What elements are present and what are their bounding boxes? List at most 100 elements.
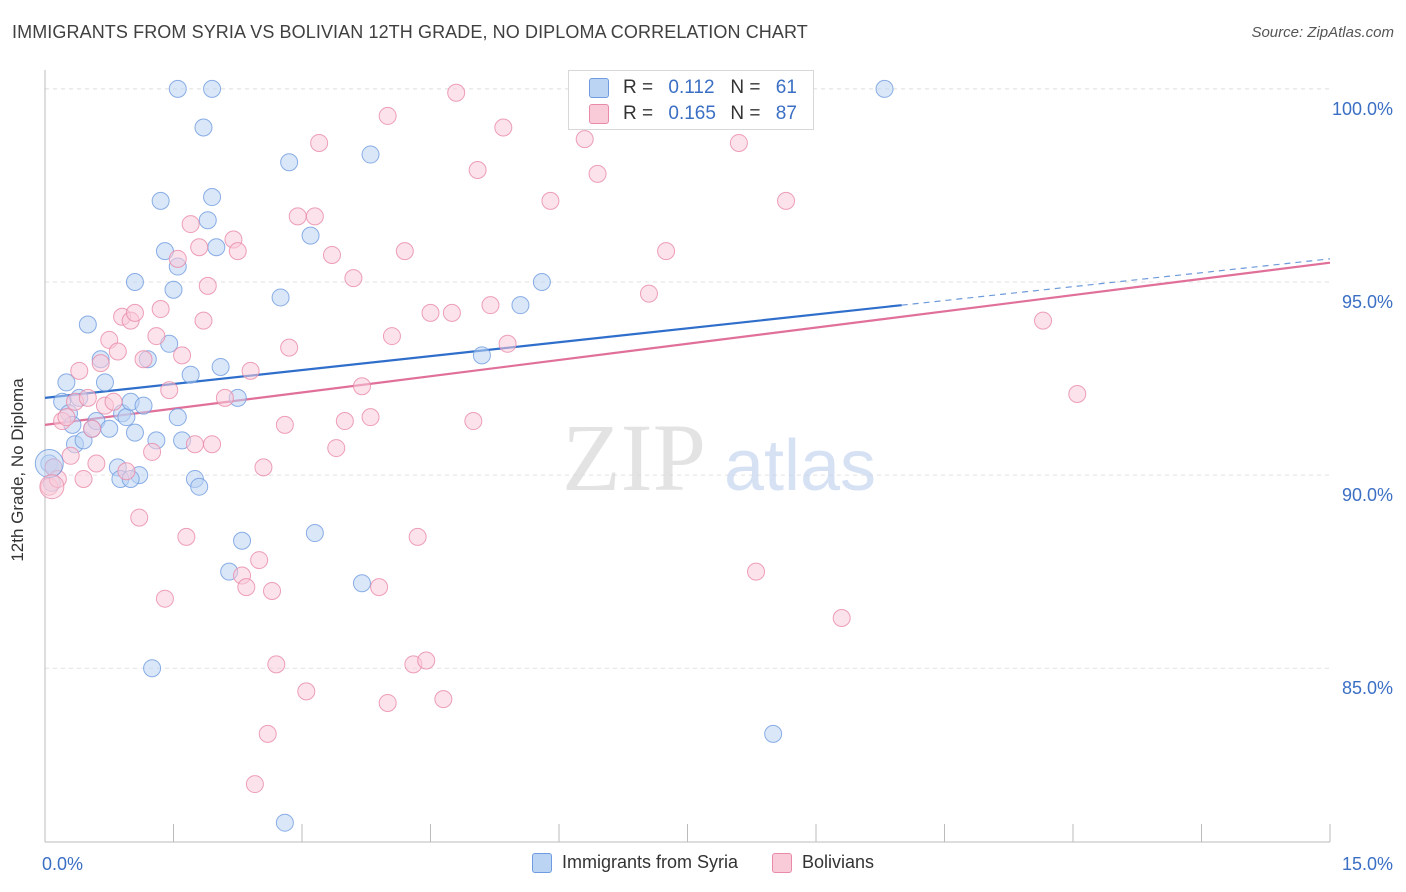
bolivian-point [352, 377, 371, 396]
watermark-atlas: atlas [724, 426, 876, 506]
legend-n-value: 87 [775, 103, 797, 124]
x-tick-label: 15.0% [1342, 854, 1393, 874]
legend-r-value: 0.165 [668, 103, 716, 124]
syria-point [203, 79, 222, 98]
bolivian-point [588, 164, 607, 183]
bolivian-point [297, 682, 316, 701]
bolivian-point [87, 454, 106, 473]
syria-point [275, 813, 294, 832]
syria-point [100, 419, 119, 438]
bolivian-point [305, 207, 324, 226]
bolivian-point [57, 408, 76, 427]
syria-point [203, 188, 222, 207]
legend-item-bolivians[interactable]: Bolivians [771, 852, 875, 873]
bolivian-point [327, 439, 346, 458]
bolivian-point [382, 327, 401, 346]
watermark: ZIP atlas [562, 404, 876, 511]
bolivian-point [143, 442, 162, 461]
bolivian-point [575, 130, 594, 149]
bolivian-point [1068, 385, 1087, 403]
y-tick-label: 90.0% [1342, 485, 1393, 505]
syria-point-large [34, 449, 64, 479]
bolivian-point [447, 83, 466, 102]
syria-point [511, 296, 530, 315]
legend-n-label: N = [730, 77, 761, 98]
bolivian-point [370, 578, 389, 597]
bolivian-point [254, 458, 273, 477]
syria-point [280, 153, 299, 172]
bolivian-point [1034, 311, 1053, 330]
bolivian-point [639, 284, 658, 303]
data-points [34, 79, 1087, 832]
syria-point [168, 408, 187, 427]
syria-point [305, 524, 324, 543]
bolivian-point [395, 242, 414, 261]
bolivian-point [434, 690, 453, 709]
legend-swatch-blue [531, 852, 552, 873]
bolivian-point [267, 655, 286, 674]
bolivian-point [250, 551, 269, 570]
bolivian-point [464, 412, 483, 431]
bolivian-point [310, 133, 329, 152]
syria-point [151, 191, 170, 210]
legend-label-bolivians: Bolivians [801, 852, 875, 872]
syria-point [207, 238, 226, 257]
bolivian-point [541, 191, 560, 210]
syria-point [211, 357, 230, 376]
y-tick-label: 95.0% [1342, 292, 1393, 312]
syria-point [134, 396, 153, 415]
bolivian-point [70, 361, 89, 380]
legend-row-syria: R = 0.112 N = 61 [589, 76, 797, 100]
bolivian-point [74, 469, 93, 488]
bolivian-point [275, 415, 294, 434]
syria-point [125, 423, 144, 442]
legend-r-label: R = [623, 77, 654, 98]
bolivian-point [104, 392, 123, 411]
syria-point [301, 226, 320, 245]
bolivian-point [832, 609, 851, 627]
legend-swatch-pink [589, 104, 609, 124]
chart-title: IMMIGRANTS FROM SYRIA VS BOLIVIAN 12TH G… [12, 22, 808, 42]
bolivian-point [263, 581, 282, 600]
bolivian-point [91, 354, 110, 373]
bolivian-point [177, 527, 196, 546]
syria-point [125, 273, 144, 291]
syria-point [875, 79, 894, 98]
bolivian-point [134, 350, 153, 369]
bolivian-point [117, 462, 136, 481]
legend-item-syria[interactable]: Immigrants from Syria [531, 852, 738, 873]
bolivian-trend-line [44, 261, 1331, 426]
bolivian-point [108, 342, 127, 361]
legend-n-value: 61 [775, 77, 797, 98]
bolivian-point [468, 161, 487, 179]
bolivian-point [61, 446, 80, 465]
bolivian-point [335, 412, 354, 431]
bolivian-point [417, 651, 436, 670]
syria-point [194, 118, 213, 137]
syria-point [271, 288, 290, 307]
bolivian-point-large [39, 474, 65, 500]
series-bolivians [40, 83, 1087, 794]
legend-r-label: R = [623, 103, 654, 124]
bolivian-point [147, 327, 166, 346]
bolivian-point [241, 361, 260, 380]
legend-r-value: 0.112 [668, 77, 715, 98]
bolivian-point [322, 245, 341, 264]
legend-n-label: N = [730, 103, 761, 124]
bolivian-point [181, 215, 200, 234]
syria-point [164, 280, 183, 299]
syria-point [57, 373, 76, 392]
bolivian-point [78, 388, 97, 407]
legend-swatch-blue [589, 78, 609, 98]
bolivian-point [361, 408, 380, 427]
bolivian-point [155, 589, 174, 608]
syria-point [198, 211, 217, 230]
bolivian-point [237, 578, 256, 597]
tick-labels: 85.0% 90.0% 95.0% 100.0% 0.0% 15.0% [42, 99, 1393, 874]
correlation-legend: R = 0.112 N = 61 R = 0.165 N = 87 [568, 70, 814, 130]
syria-point [352, 574, 371, 593]
legend-label-syria: Immigrants from Syria [561, 852, 738, 872]
syria-point [95, 373, 114, 392]
bolivian-point [160, 381, 179, 400]
